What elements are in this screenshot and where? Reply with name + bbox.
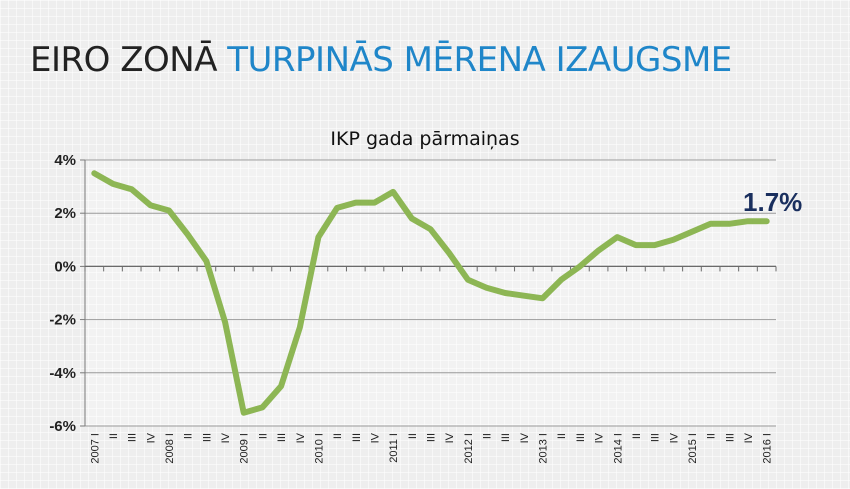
series-line [91,170,770,416]
y-tick-label: -6% [49,418,76,435]
x-tick-label: III [575,433,587,442]
x-tick-label: III [201,433,213,442]
x-tick-label: III [500,433,512,442]
y-tick-label: -2% [49,312,76,329]
x-tick-label: III [276,433,288,442]
x-tick-label: III [650,433,662,442]
y-tick-label: 4% [54,152,76,169]
data-label: 1.7% [743,187,802,217]
x-tick-label: II [706,433,718,439]
slide-title: EIRO ZONĀ TURPINĀS MĒRENA IZAUGSME [30,40,732,80]
x-tick-label: IV [594,432,606,443]
x-tick-label: III [127,433,139,442]
y-tick-label: -4% [49,365,76,382]
x-tick-label: IV [369,432,381,443]
x-tick-label: II [332,433,344,439]
x-tick-label: II [183,433,195,439]
x-tick-label: IV [444,432,456,443]
x-tick-label: 2012 I [463,433,475,464]
x-tick-label: IV [519,432,531,443]
x-tick-label: III [351,433,363,442]
x-tick-label: 2007 I [89,433,101,464]
x-tick-label: 2011 I [388,433,400,463]
y-tick-label: 2% [54,205,76,222]
x-tick-label: IV [220,432,232,443]
x-tick-label: 2013 I [538,433,550,464]
x-tick-label: IV [668,432,680,443]
x-tick-label: II [108,433,120,439]
chart-title: IKP gada pārmaiņas [330,128,520,150]
x-tick-label: 2010 I [313,433,325,464]
x-tick-label: III [426,433,438,442]
x-tick-label: II [257,433,269,439]
slide-title-part1: EIRO ZONĀ [30,40,217,80]
x-tick-label: 2015 I [687,433,699,464]
x-tick-label: 2014 I [612,433,624,464]
plot-area [85,160,776,426]
x-tick-label: IV [743,432,755,443]
x-tick-label: 2016 I [762,433,774,464]
slide-title-part2: TURPINĀS MĒRENA IZAUGSME [227,40,732,80]
x-tick-label: IV [145,432,157,443]
x-tick-label: III [724,433,736,442]
x-tick-label: II [482,433,494,439]
x-tick-label: 2009 I [239,433,251,464]
x-tick-label: II [407,433,419,439]
x-tick-label: II [556,433,568,439]
x-tick-label: IV [295,432,307,443]
y-tick-label: 0% [54,258,76,275]
x-tick-label: 2008 I [164,433,176,464]
x-tick-label: II [631,433,643,439]
